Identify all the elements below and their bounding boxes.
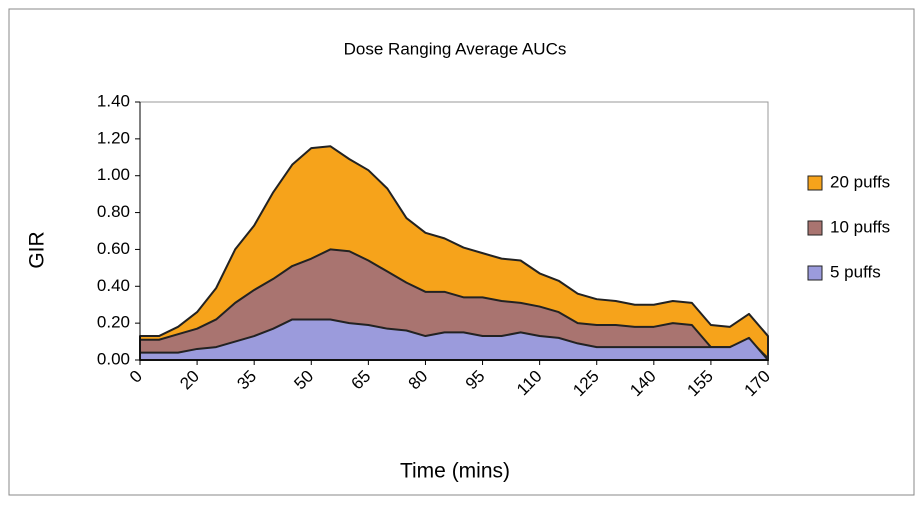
legend-label: 10 puffs (830, 217, 890, 236)
y-tick-label: 0.60 (97, 239, 130, 258)
legend-label: 5 puffs (830, 262, 881, 281)
area (139, 318, 769, 361)
legend-swatch (807, 265, 823, 281)
legend-swatch (807, 175, 823, 191)
x-axis-title: Time (mins) (400, 460, 510, 483)
chart-title: Dose Ranging Average AUCs (344, 39, 567, 58)
y-tick-label: 0.80 (97, 202, 130, 221)
y-tick-label: 1.20 (97, 128, 130, 147)
y-tick-label: 1.40 (97, 91, 130, 110)
legend-label: 20 puffs (830, 172, 890, 191)
y-axis-title: GIR (26, 231, 49, 268)
y-tick-label: 0.40 (97, 276, 130, 295)
y-tick-label: 0.20 (97, 313, 130, 332)
legend-swatch (807, 220, 823, 236)
y-tick-label: 0.00 (97, 349, 130, 368)
y-tick-label: 1.00 (97, 165, 130, 184)
